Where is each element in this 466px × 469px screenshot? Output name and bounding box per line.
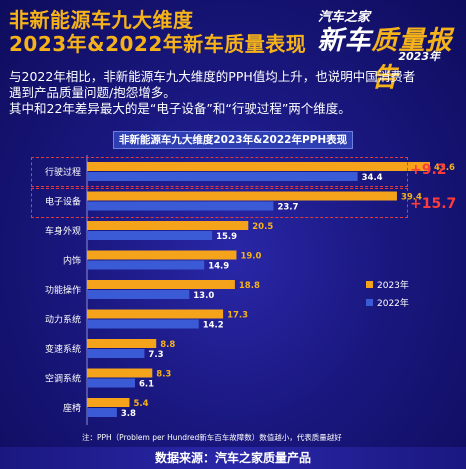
- bar-2022: [87, 319, 199, 329]
- highlight-box-row1: [31, 157, 408, 187]
- data-label-2023: 19.0: [240, 252, 261, 262]
- bar-2022: [87, 260, 205, 270]
- data-label-2023: 43.6: [434, 163, 455, 173]
- category-label: 电子设备: [45, 196, 81, 208]
- data-label-2023: 17.3: [227, 311, 248, 321]
- logo-main-prefix: 新车: [317, 26, 372, 56]
- data-label-2023: 18.8: [239, 281, 260, 291]
- data-label-2022: 23.7: [277, 203, 298, 213]
- data-label-2022: 34.4: [362, 173, 383, 183]
- data-label-2023: 39.4: [401, 193, 422, 203]
- data-label-2022: 6.1: [139, 380, 154, 390]
- bar-2023: [87, 250, 237, 260]
- category-label: 内饰: [63, 255, 81, 267]
- page-title-line1: 非新能源车九大维度: [9, 8, 194, 32]
- legend-label-2022: 2022年: [377, 298, 409, 309]
- bar-2023: [87, 368, 153, 378]
- chart-title: 非新能源车九大维度2023年&2022年PPH表现: [113, 131, 353, 149]
- legend-label-2023: 2023年: [377, 280, 409, 291]
- data-label-2023: 20.5: [252, 222, 273, 232]
- bar-2023: [87, 221, 249, 230]
- bar-2023: [87, 309, 224, 319]
- chart-legend: 2023年 2022年: [366, 275, 409, 311]
- bar-2023: [87, 280, 235, 289]
- bar-2022: [87, 201, 274, 211]
- legend-swatch-2023: [366, 280, 373, 288]
- highlight-box-row2: [31, 188, 408, 218]
- data-label-2022: 13.0: [193, 291, 214, 301]
- bar-2022: [87, 349, 145, 358]
- bar-2022: [87, 408, 117, 417]
- bar-2022: [87, 172, 358, 181]
- category-label: 空调系统: [45, 373, 81, 385]
- description: 与2022年相比，非新能源车九大维度的PPH值均上升，也说明中国消费者 遇到产品…: [9, 69, 461, 117]
- description-line1: 与2022年相比，非新能源车九大维度的PPH值均上升，也说明中国消费者: [9, 69, 416, 84]
- footnote: 注：PPH（Problem per Hundred新车百车故障数）数值越小，代表…: [82, 433, 342, 442]
- legend-item-2023: 2023年: [366, 275, 409, 293]
- title-block: 非新能源车九大维度 2023年&2022年新车质量表现: [9, 8, 306, 56]
- data-source-footer: 数据来源：汽车之家质量产品: [0, 447, 466, 469]
- report-logo: 汽车之家 新车质量报告 2023年: [308, 4, 458, 93]
- legend-swatch-2022: [366, 298, 373, 306]
- category-label: 动力系统: [45, 314, 81, 326]
- page-title-line2: 2023年&2022年新车质量表现: [9, 32, 307, 56]
- data-label-2023: 8.8: [160, 340, 175, 350]
- logo-year: 2023年: [398, 50, 440, 63]
- logo-main: 新车质量报告: [312, 20, 458, 94]
- bar-2023: [87, 191, 397, 201]
- bar-2022: [87, 378, 135, 388]
- bar-2023: [87, 398, 130, 407]
- diff-label-row1: +9.2: [410, 162, 447, 178]
- diff-label-row2: +15.7: [410, 196, 457, 212]
- data-label-2022: 7.3: [148, 350, 163, 360]
- category-label: 功能操作: [45, 284, 81, 296]
- description-line2: 遇到产品质量问题/抱怨增多。: [9, 85, 176, 100]
- category-label: 座椅: [63, 402, 81, 414]
- bar-2023: [87, 339, 157, 348]
- data-label-2022: 3.8: [121, 409, 136, 419]
- category-label: 变速系统: [45, 343, 81, 355]
- logo-main-suffix: 质量报告: [371, 26, 453, 93]
- bar-2022: [87, 290, 190, 299]
- bar-2022: [87, 231, 213, 240]
- data-label-2022: 15.9: [216, 232, 237, 242]
- data-label-2023: 8.3: [156, 370, 171, 380]
- data-label-2022: 14.2: [203, 321, 224, 331]
- category-label: 行驶过程: [45, 166, 81, 178]
- logo-brand: 汽车之家: [318, 10, 371, 25]
- legend-item-2022: 2022年: [366, 293, 409, 311]
- category-label: 车身外观: [45, 225, 81, 237]
- data-label-2022: 14.9: [208, 262, 229, 272]
- description-line3: 其中和22年差异最大的是“电子设备”和“行驶过程”两个维度。: [9, 101, 351, 116]
- data-label-2023: 5.4: [133, 399, 148, 409]
- bar-2023: [87, 162, 430, 171]
